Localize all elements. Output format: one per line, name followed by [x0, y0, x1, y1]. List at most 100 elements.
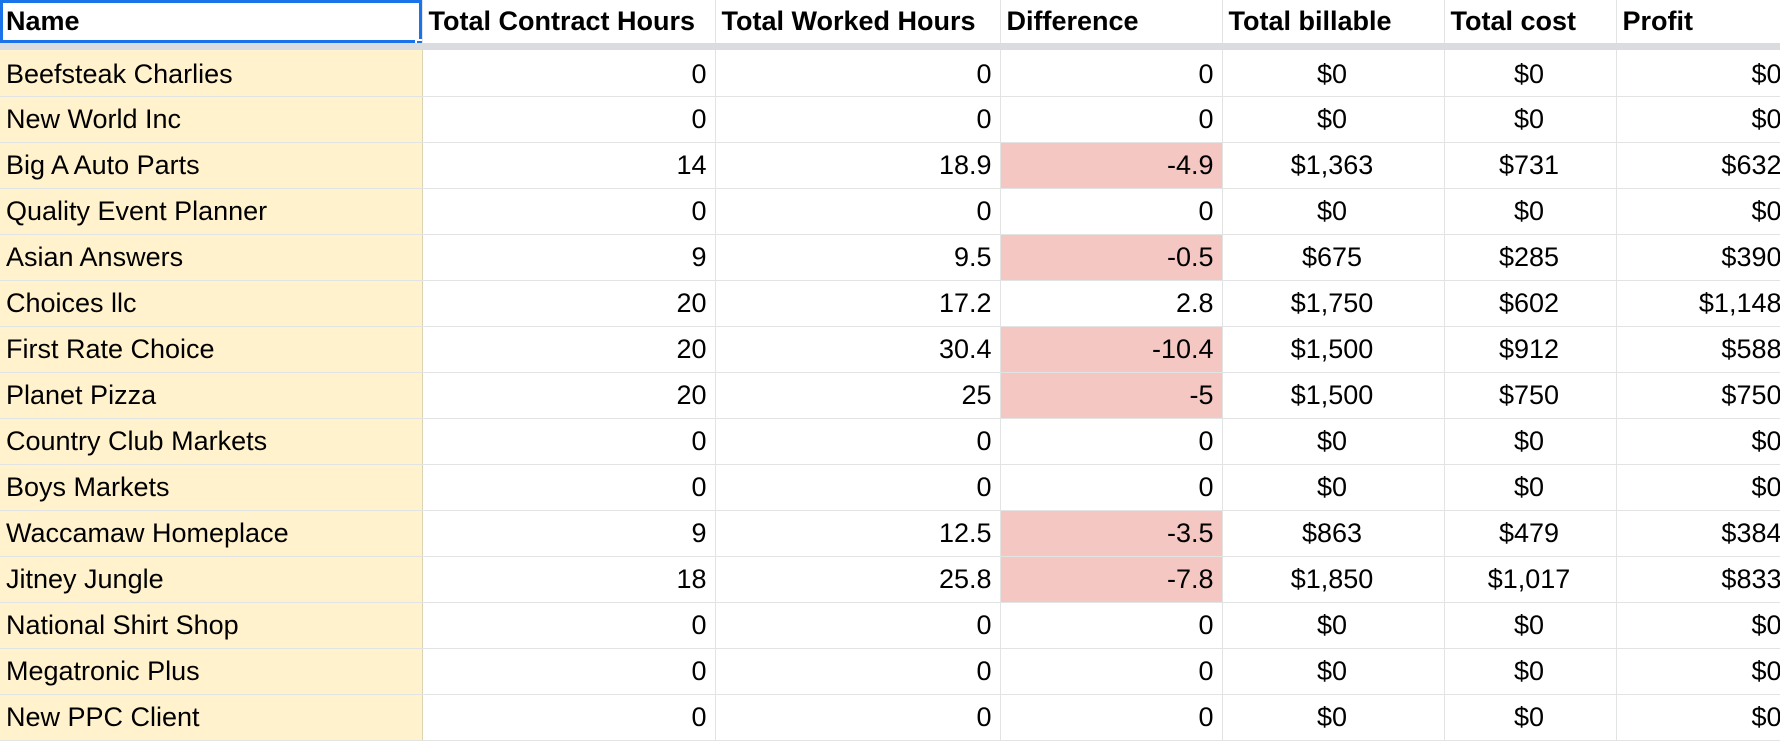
cell-total-billable[interactable]: $1,750 [1222, 280, 1445, 327]
cell-profit[interactable]: $0 [1616, 96, 1780, 143]
cell-total-billable[interactable]: $1,500 [1222, 326, 1445, 373]
cell-difference[interactable]: -0.5 [1000, 234, 1223, 281]
cell-total-cost[interactable]: $0 [1444, 188, 1617, 235]
cell-total-cost[interactable]: $0 [1444, 602, 1617, 649]
cell-name[interactable]: Country Club Markets [0, 418, 423, 465]
cell-name[interactable]: Choices llc [0, 280, 423, 327]
cell-name[interactable]: Asian Answers [0, 234, 423, 281]
cell-contract-hours[interactable]: 0 [422, 418, 716, 465]
cell-difference[interactable]: 0 [1000, 188, 1223, 235]
cell-contract-hours[interactable]: 18 [422, 556, 716, 603]
cell-difference[interactable]: -3.5 [1000, 510, 1223, 557]
cell-total-cost[interactable]: $0 [1444, 648, 1617, 695]
cell-profit[interactable]: $0 [1616, 418, 1780, 465]
cell-worked-hours[interactable]: 25 [715, 372, 1001, 419]
selection-fill-handle[interactable] [414, 38, 421, 39]
cell-worked-hours[interactable]: 0 [715, 464, 1001, 511]
cell-difference[interactable]: -10.4 [1000, 326, 1223, 373]
cell-name[interactable]: New World Inc [0, 96, 423, 143]
cell-profit[interactable]: $0 [1616, 648, 1780, 695]
cell-total-billable[interactable]: $0 [1222, 464, 1445, 511]
cell-worked-hours[interactable]: 18.9 [715, 142, 1001, 189]
cell-total-cost[interactable]: $479 [1444, 510, 1617, 557]
cell-total-billable[interactable]: $0 [1222, 188, 1445, 235]
cell-worked-hours[interactable]: 9.5 [715, 234, 1001, 281]
cell-total-cost[interactable]: $912 [1444, 326, 1617, 373]
header-cell-total-billable[interactable]: Total billable [1222, 0, 1445, 50]
cell-worked-hours[interactable]: 0 [715, 96, 1001, 143]
cell-difference[interactable]: -7.8 [1000, 556, 1223, 603]
cell-total-cost[interactable]: $602 [1444, 280, 1617, 327]
cell-total-cost[interactable]: $0 [1444, 418, 1617, 465]
cell-total-billable[interactable]: $675 [1222, 234, 1445, 281]
cell-difference[interactable]: 0 [1000, 418, 1223, 465]
cell-profit[interactable]: $588 [1616, 326, 1780, 373]
cell-worked-hours[interactable]: 0 [715, 648, 1001, 695]
cell-profit[interactable]: $0 [1616, 694, 1780, 741]
cell-total-billable[interactable]: $1,363 [1222, 142, 1445, 189]
cell-contract-hours[interactable]: 14 [422, 142, 716, 189]
cell-name[interactable]: Planet Pizza [0, 372, 423, 419]
cell-difference[interactable]: -5 [1000, 372, 1223, 419]
cell-name[interactable]: Big A Auto Parts [0, 142, 423, 189]
cell-difference[interactable]: 0 [1000, 648, 1223, 695]
cell-total-cost[interactable]: $731 [1444, 142, 1617, 189]
header-cell-difference[interactable]: Difference [1000, 0, 1223, 50]
cell-name[interactable]: Boys Markets [0, 464, 423, 511]
cell-worked-hours[interactable]: 30.4 [715, 326, 1001, 373]
cell-total-cost[interactable]: $0 [1444, 464, 1617, 511]
cell-name[interactable]: Beefsteak Charlies [0, 46, 423, 97]
cell-name[interactable]: First Rate Choice [0, 326, 423, 373]
cell-total-billable[interactable]: $863 [1222, 510, 1445, 557]
cell-profit[interactable]: $0 [1616, 602, 1780, 649]
cell-name[interactable]: National Shirt Shop [0, 602, 423, 649]
cell-total-cost[interactable]: $0 [1444, 96, 1617, 143]
cell-difference[interactable]: 2.8 [1000, 280, 1223, 327]
header-cell-name[interactable]: Name [0, 0, 423, 50]
header-cell-contract-hours[interactable]: Total Contract Hours [422, 0, 716, 50]
cell-worked-hours[interactable]: 25.8 [715, 556, 1001, 603]
cell-difference[interactable]: 0 [1000, 602, 1223, 649]
cell-profit[interactable]: $632 [1616, 142, 1780, 189]
cell-contract-hours[interactable]: 20 [422, 326, 716, 373]
cell-difference[interactable]: 0 [1000, 464, 1223, 511]
cell-worked-hours[interactable]: 0 [715, 46, 1001, 97]
cell-total-billable[interactable]: $0 [1222, 648, 1445, 695]
cell-worked-hours[interactable]: 0 [715, 418, 1001, 465]
cell-worked-hours[interactable]: 0 [715, 188, 1001, 235]
cell-total-billable[interactable]: $0 [1222, 694, 1445, 741]
header-cell-profit[interactable]: Profit [1616, 0, 1780, 50]
cell-difference[interactable]: 0 [1000, 46, 1223, 97]
cell-contract-hours[interactable]: 0 [422, 602, 716, 649]
cell-total-billable[interactable]: $0 [1222, 418, 1445, 465]
cell-profit[interactable]: $0 [1616, 464, 1780, 511]
cell-difference[interactable]: -4.9 [1000, 142, 1223, 189]
cell-difference[interactable]: 0 [1000, 96, 1223, 143]
cell-contract-hours[interactable]: 0 [422, 188, 716, 235]
cell-total-cost[interactable]: $285 [1444, 234, 1617, 281]
cell-total-billable[interactable]: $0 [1222, 46, 1445, 97]
cell-contract-hours[interactable]: 0 [422, 464, 716, 511]
cell-total-billable[interactable]: $1,850 [1222, 556, 1445, 603]
cell-difference[interactable]: 0 [1000, 694, 1223, 741]
cell-total-cost[interactable]: $1,017 [1444, 556, 1617, 603]
cell-contract-hours[interactable]: 0 [422, 694, 716, 741]
cell-total-billable[interactable]: $1,500 [1222, 372, 1445, 419]
cell-total-billable[interactable]: $0 [1222, 602, 1445, 649]
cell-name[interactable]: New PPC Client [0, 694, 423, 741]
cell-worked-hours[interactable]: 0 [715, 602, 1001, 649]
cell-profit[interactable]: $390 [1616, 234, 1780, 281]
cell-total-cost[interactable]: $0 [1444, 46, 1617, 97]
cell-name[interactable]: Waccamaw Homeplace [0, 510, 423, 557]
cell-profit[interactable]: $750 [1616, 372, 1780, 419]
cell-contract-hours[interactable]: 9 [422, 234, 716, 281]
cell-profit[interactable]: $0 [1616, 188, 1780, 235]
cell-contract-hours[interactable]: 0 [422, 96, 716, 143]
header-cell-total-cost[interactable]: Total cost [1444, 0, 1617, 50]
cell-total-cost[interactable]: $750 [1444, 372, 1617, 419]
cell-contract-hours[interactable]: 0 [422, 46, 716, 97]
header-cell-worked-hours[interactable]: Total Worked Hours [715, 0, 1001, 50]
cell-total-billable[interactable]: $0 [1222, 96, 1445, 143]
cell-contract-hours[interactable]: 20 [422, 280, 716, 327]
cell-contract-hours[interactable]: 9 [422, 510, 716, 557]
